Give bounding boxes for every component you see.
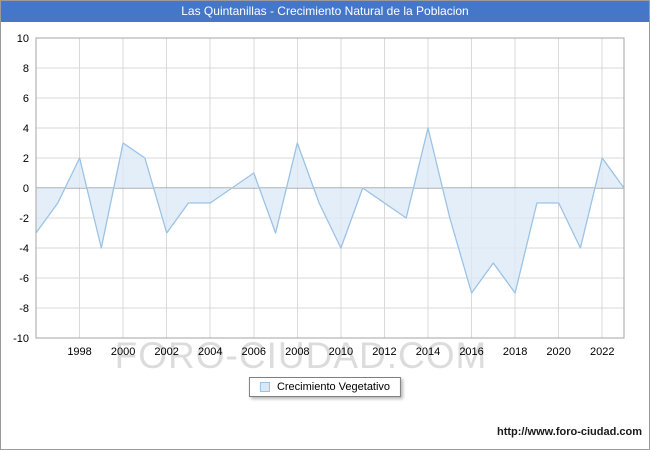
series-line <box>35 127 625 294</box>
x-tick-label: 2002 <box>154 346 178 358</box>
x-tick-label: 2004 <box>198 346 222 358</box>
x-tick-label: 2018 <box>503 346 527 358</box>
y-tick-label: 4 <box>23 123 29 135</box>
x-tick-label: 2022 <box>590 346 614 358</box>
x-tick-label: 2020 <box>546 346 570 358</box>
x-tick-label: 2016 <box>459 346 483 358</box>
footer-url: http://www.foro-ciudad.com <box>496 426 642 438</box>
legend: Crecimiento Vegetativo <box>248 377 402 397</box>
series-area <box>36 128 624 293</box>
x-tick-label: 2014 <box>416 346 440 358</box>
y-tick-label: 0 <box>23 183 29 195</box>
x-tick-label: 2006 <box>242 346 266 358</box>
y-tick-label: 2 <box>23 153 29 165</box>
y-tick-label: -10 <box>13 333 29 345</box>
y-tick-label: -8 <box>19 303 29 315</box>
chart-title: Las Quintanillas - Crecimiento Natural d… <box>1 1 649 22</box>
area-chart: -10 -8 -6 -4 -2 0 2 4 6 8 10 1998 2000 2002 2004 2006 20… <box>13 33 625 358</box>
x-tick-label: 2000 <box>111 346 135 358</box>
legend-label: Crecimiento Vegetativo <box>276 381 391 393</box>
x-tick-label: 1998 <box>67 346 91 358</box>
y-tick-label: -6 <box>19 273 29 285</box>
x-tick-label: 2008 <box>285 346 309 358</box>
y-tick-label: 8 <box>23 63 29 75</box>
legend-marker-icon <box>259 382 270 392</box>
y-tick-label: 10 <box>17 33 29 45</box>
y-tick-label: 6 <box>23 93 29 105</box>
x-tick-label: 2010 <box>329 346 353 358</box>
y-tick-label: -4 <box>19 243 29 255</box>
plot-border <box>35 37 625 339</box>
x-tick-label: 2012 <box>372 346 396 358</box>
y-tick-label: -2 <box>19 213 29 225</box>
watermark: FORO-CIUDAD.COM <box>114 335 488 376</box>
